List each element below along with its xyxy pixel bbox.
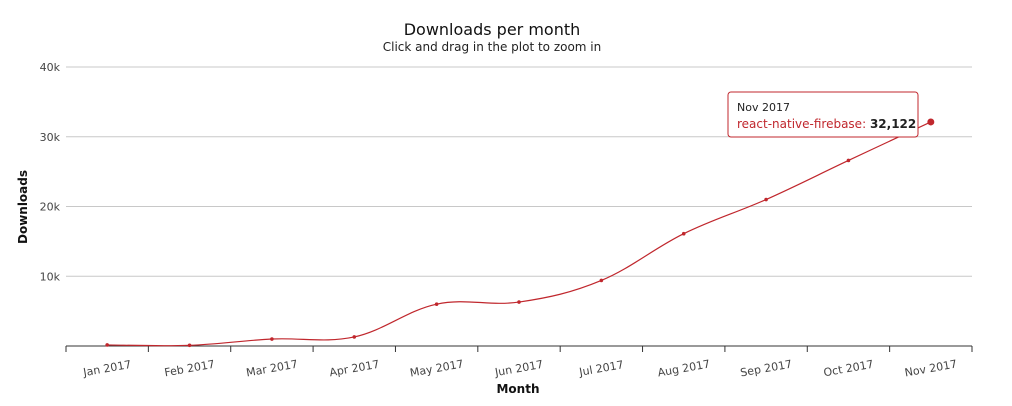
x-tick-label: Oct 2017 <box>823 358 875 380</box>
y-tick-label: 10k <box>40 270 61 283</box>
x-tick-label: Aug 2017 <box>657 357 711 379</box>
y-tick-label: 20k <box>40 201 61 214</box>
x-tick-label: May 2017 <box>409 357 465 379</box>
tooltip-line: react-native-firebase: 32,122 <box>737 117 916 131</box>
x-tick-label: Sep 2017 <box>739 358 793 380</box>
data-point[interactable] <box>599 278 604 283</box>
x-tick-label: Feb 2017 <box>163 358 215 380</box>
x-axis-title: Month <box>496 382 539 396</box>
tooltip-box <box>727 91 919 138</box>
data-point[interactable] <box>434 302 439 306</box>
data-point[interactable] <box>187 343 192 348</box>
y-axis-ticks: 10k 20k 30k 40k <box>40 61 61 283</box>
chart-title: Downloads per month <box>404 20 581 39</box>
tooltip-value: 32,122 <box>870 117 916 131</box>
data-point[interactable] <box>105 343 109 347</box>
chart-subtitle: Click and drag in the plot to zoom in <box>383 40 602 54</box>
data-point[interactable] <box>517 300 521 304</box>
x-tick-label: Jul 2017 <box>577 358 624 379</box>
data-point[interactable] <box>270 337 274 341</box>
data-point[interactable] <box>681 231 686 236</box>
tooltip: Nov 2017 react-native-firebase: 32,122 <box>727 91 919 138</box>
x-axis: Jan 2017 Feb 2017 Mar 2017 Apr 2017 May 2017… <box>65 345 973 380</box>
series-react-native-firebase[interactable] <box>105 118 935 348</box>
x-tick-label: Jan 2017 <box>81 358 132 379</box>
y-axis-title: Downloads <box>16 170 30 244</box>
data-point[interactable] <box>846 158 851 163</box>
gridlines <box>66 66 972 277</box>
tooltip-series-name: react-native-firebase: <box>737 117 870 131</box>
y-tick-label: 30k <box>40 131 61 144</box>
series-line <box>107 121 932 347</box>
y-tick-label: 40k <box>40 61 61 74</box>
x-tick-label: Apr 2017 <box>328 358 380 380</box>
data-point[interactable] <box>352 335 357 339</box>
tooltip-date: Nov 2017 <box>737 101 790 114</box>
x-tick-label: Nov 2017 <box>904 357 958 379</box>
x-tick-label: Mar 2017 <box>245 358 299 380</box>
x-tick-label: Jun 2017 <box>493 358 544 379</box>
data-point[interactable] <box>764 197 768 202</box>
data-point[interactable] <box>927 118 935 126</box>
